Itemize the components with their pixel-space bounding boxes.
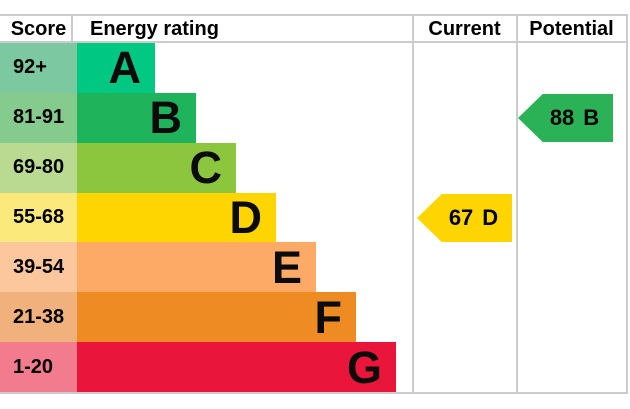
table-bottom-border bbox=[0, 392, 628, 394]
band-score-range: 39-54 bbox=[0, 242, 77, 293]
band-row-e: 39-54 E bbox=[0, 241, 628, 293]
potential-column-divider bbox=[516, 14, 518, 394]
band-row-b: 81-91 B bbox=[0, 92, 628, 144]
band-bar-c: C bbox=[77, 142, 236, 194]
rating-band-rows: 92+ A 81-91 B 69-80 C 55-68 D 39-54 E 21-38 F 1-20 G bbox=[0, 43, 628, 393]
band-row-f: 21-38 F bbox=[0, 291, 628, 343]
band-letter: E bbox=[271, 241, 302, 293]
band-bar-b: B bbox=[77, 92, 196, 144]
table-right-border bbox=[626, 14, 628, 394]
band-letter: D bbox=[229, 192, 263, 243]
current-column-divider bbox=[412, 14, 414, 394]
band-bar-e: E bbox=[77, 241, 316, 293]
band-letter: F bbox=[314, 291, 343, 343]
table-top-border bbox=[0, 14, 628, 16]
band-letter: G bbox=[346, 341, 382, 393]
current-rating-letter: D bbox=[482, 205, 499, 230]
band-score-range: 1-20 bbox=[0, 342, 77, 393]
band-score-range: 21-38 bbox=[0, 292, 77, 343]
band-bar-g: G bbox=[77, 341, 396, 393]
band-letter: A bbox=[108, 42, 142, 94]
band-letter: B bbox=[149, 92, 183, 144]
band-score-range: 55-68 bbox=[0, 192, 77, 243]
header-energy-rating: Energy rating bbox=[90, 18, 219, 40]
header-potential: Potential bbox=[529, 18, 614, 40]
band-score-range: 92+ bbox=[0, 43, 77, 93]
band-row-c: 69-80 C bbox=[0, 142, 628, 194]
header-bottom-border bbox=[0, 41, 628, 43]
band-bar-f: F bbox=[77, 291, 356, 343]
header-score: Score bbox=[10, 18, 67, 40]
band-bar-a: A bbox=[77, 43, 155, 93]
potential-rating-letter: B bbox=[583, 105, 600, 130]
band-score-range: 81-91 bbox=[0, 92, 77, 143]
band-bar-d: D bbox=[77, 192, 276, 243]
band-letter: C bbox=[189, 142, 223, 194]
score-column-divider bbox=[71, 14, 73, 43]
band-row-a: 92+ A bbox=[0, 43, 628, 93]
current-rating-value: 67 bbox=[448, 205, 474, 230]
band-score-range: 69-80 bbox=[0, 142, 77, 193]
potential-rating-value: 88 bbox=[549, 105, 575, 130]
header-current: Current bbox=[428, 18, 501, 40]
band-row-d: 55-68 D bbox=[0, 192, 628, 243]
band-row-g: 1-20 G bbox=[0, 341, 628, 393]
